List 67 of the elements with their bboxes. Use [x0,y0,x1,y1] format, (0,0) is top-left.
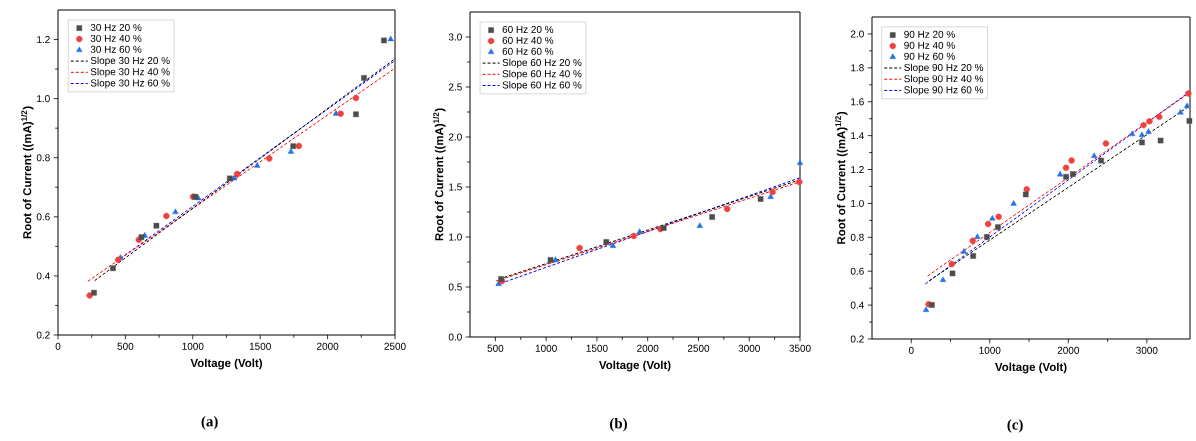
y-axis-title: Root of Current ((mA)$^{1/2}$) [835,111,848,244]
legend-label: 30 Hz 20 % [90,23,142,31]
x-axis-title: Voltage (Volt) [190,358,263,370]
x-tick-label: 3500 [789,344,811,352]
y-tick-label: 0.4 [850,301,864,309]
x-tick-label: 500 [487,344,504,352]
legend-label: 90 Hz 40 % [904,41,955,49]
x-axis-title: Voltage (Volt) [599,360,671,372]
legend-label: Slope 90 Hz 40 % [904,74,984,85]
legend-label: 60 Hz 60 % [502,47,554,55]
x-tick-label: 0 [55,342,61,350]
legend-label: Slope 60 Hz 20 % [502,58,582,69]
x-tick-label: 1000 [535,344,557,352]
y-axis-title: Root of Current ((mA)$^{1/2}$) [21,106,34,239]
text: (c) [1007,419,1023,433]
x-tick-label: 2500 [384,342,406,350]
legend-label: Slope 60 Hz 60 % [502,81,582,91]
y-tick-label: 0.2 [850,335,864,343]
y-tick-label: 0.0 [448,333,462,341]
text: (b) [610,417,627,432]
y-tick-label: 0.2 [36,331,50,339]
y-tick-label: 1.8 [851,64,864,72]
legend-label: Slope 30 Hz 40 % [90,67,170,78]
x-tick-label: 500 [117,342,134,350]
x-tick-label: 3000 [1136,346,1158,354]
y-tick-label: 3.0 [448,33,462,41]
y-tick-label: 1.0 [851,199,864,207]
y-tick-label: 0.4 [36,272,50,280]
y-tick-label: 0.8 [850,233,864,241]
x-tick-label: 2000 [317,342,339,350]
x-tick-label: 2000 [1057,346,1079,354]
legend-label: Slope 90 Hz 20 % [904,63,984,73]
y-tick-label: 0.6 [36,213,50,221]
y-axis-title: Root of Current ((mA)$^{1/2}$) [433,108,446,241]
y-tick-label: 2.5 [448,83,462,91]
y-tick-label: 1.2 [37,36,50,44]
x-tick-label: 2000 [637,344,659,352]
x-tick-label: 1500 [249,342,271,350]
legend-label: 60 Hz 20 % [502,25,554,33]
x-tick-label: 1500 [586,344,608,352]
x-tick-label: 2500 [687,344,710,352]
legend-label: 90 Hz 20 % [904,30,955,38]
y-tick-label: 1.4 [851,132,864,140]
legend-label: Slope 30 Hz 60 % [90,79,170,89]
x-tick-label: 1000 [182,342,204,350]
legend-label: Slope 90 Hz 60 % [904,86,984,96]
legend-label: 30 Hz 60 % [90,45,142,53]
y-tick-label: 1.0 [37,95,50,103]
legend-label: Slope 60 Hz 40 % [502,69,582,80]
legend-label: 30 Hz 40 % [90,34,142,42]
y-tick-label: 2.0 [850,30,864,38]
y-tick-label: 1.0 [449,233,462,241]
y-tick-label: 0.6 [850,267,864,275]
x-tick-label: 3000 [738,344,760,352]
legend-label: Slope 30 Hz 20 % [90,56,170,67]
y-tick-label: 1.5 [449,183,462,191]
x-tick-label: 0 [908,346,914,354]
y-tick-label: 1.2 [851,166,864,173]
legend-label: 60 Hz 40 % [502,36,554,44]
y-tick-label: 1.6 [851,98,864,106]
y-tick-label: 0.5 [448,283,462,291]
legend-label: 90 Hz 60 % [904,52,955,60]
x-tick-label: 1000 [979,346,1001,354]
x-axis-title: Voltage (Volt) [995,362,1067,374]
y-tick-label: 0.8 [36,154,50,162]
y-tick-label: 2.0 [448,133,462,141]
text: (a) [201,415,218,430]
